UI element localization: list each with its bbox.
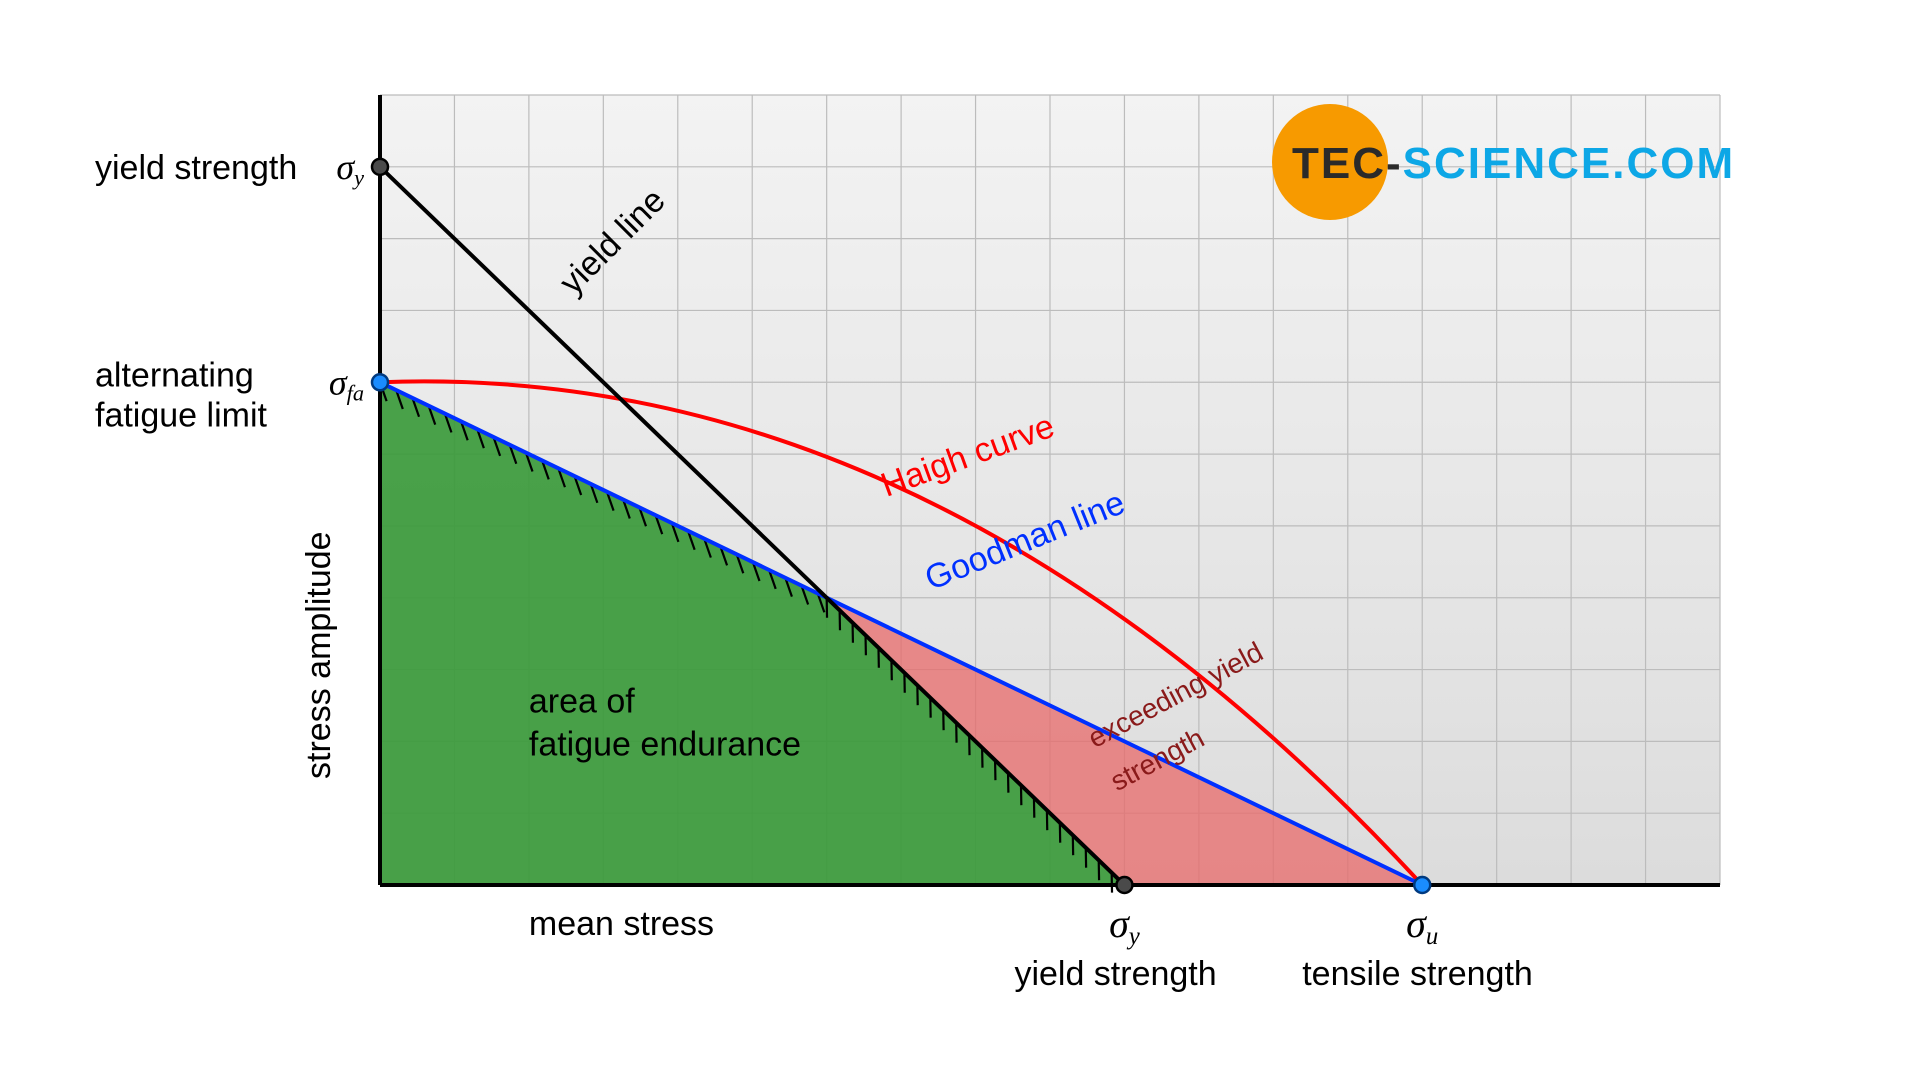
- symbol-sigma-u-bot: σu: [1406, 901, 1438, 950]
- label-area-endurance-1: area of: [529, 683, 635, 721]
- label-alt-fatigue-2: fatigue limit: [95, 396, 268, 434]
- label-y-axis-title: stress amplitude: [300, 531, 338, 779]
- label-x-axis-title: mean stress: [529, 905, 714, 943]
- symbol-sigma-y-left: σy: [336, 147, 364, 190]
- marker-sigma-y-x: [1116, 877, 1132, 893]
- label-alt-fatigue-1: alternating: [95, 356, 254, 394]
- label-yield-strength-bot: yield strength: [1014, 955, 1216, 993]
- logo-text: TEC-SCIENCE.COM: [1292, 139, 1735, 188]
- marker-sigma-fa: [372, 374, 388, 390]
- symbol-sigma-y-bot: σy: [1109, 901, 1141, 950]
- marker-sigma-y-y: [372, 159, 388, 175]
- label-area-endurance-2: fatigue endurance: [529, 726, 801, 764]
- label-tensile-strength-bot: tensile strength: [1302, 955, 1533, 993]
- label-yield-strength-left: yield strength: [95, 149, 297, 187]
- marker-sigma-u: [1414, 877, 1430, 893]
- symbol-sigma-fa: σfa: [329, 362, 364, 405]
